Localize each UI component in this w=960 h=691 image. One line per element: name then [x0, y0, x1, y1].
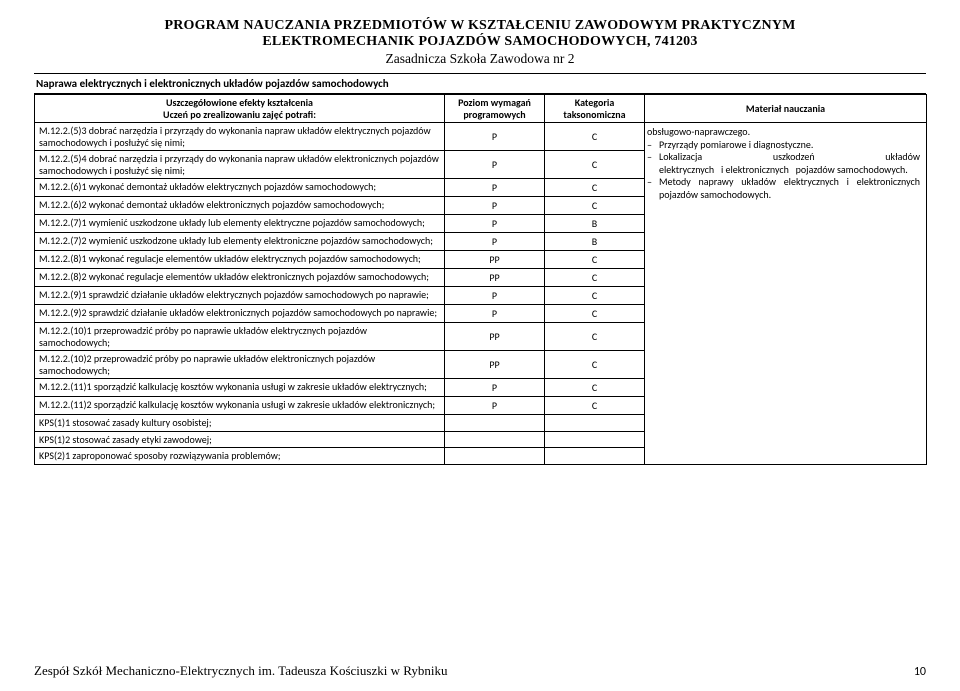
row-desc: KPS(1)2 stosować zasady etyki zawodowej; [35, 431, 445, 448]
row-category [545, 431, 645, 448]
row-level: P [445, 123, 545, 151]
section-title: Naprawa elektrycznych i elektronicznych … [34, 73, 926, 94]
row-desc: M.12.2.(11)2 sporządzić kalkulację koszt… [35, 397, 445, 415]
page-header: PROGRAM NAUCZANIA PRZEDMIOTÓW W KSZTAŁCE… [34, 18, 926, 67]
row-level: PP [445, 323, 545, 351]
row-desc: M.12.2.(6)2 wykonać demontaż układów ele… [35, 197, 445, 215]
col2-l2: programowych [463, 108, 525, 121]
header-line1: PROGRAM NAUCZANIA PRZEDMIOTÓW W KSZTAŁCE… [34, 18, 926, 34]
row-level [445, 431, 545, 448]
materials-item: Metody naprawy układów elektrycznych i e… [647, 176, 920, 201]
row-desc: M.12.2.(8)1 wykonać regulacje elementów … [35, 251, 445, 269]
row-desc: M.12.2.(9)1 sprawdzić działanie układów … [35, 287, 445, 305]
row-category: B [545, 215, 645, 233]
row-desc: M.12.2.(10)1 przeprowadzić próby po napr… [35, 323, 445, 351]
row-desc: KPS(2)1 zaproponować sposoby rozwiązywan… [35, 448, 445, 465]
materials-cont: obsługowo-naprawczego. [647, 126, 920, 139]
row-desc: M.12.2.(7)2 wymienić uszkodzone układy l… [35, 233, 445, 251]
page-number: 10 [914, 665, 926, 679]
col-header-effects: Uszczegółowione efekty kształcenia Uczeń… [35, 95, 445, 123]
row-category: C [545, 397, 645, 415]
row-level: PP [445, 251, 545, 269]
row-category: C [545, 179, 645, 197]
row-level: P [445, 397, 545, 415]
row-level: P [445, 215, 545, 233]
row-level: PP [445, 351, 545, 379]
table-header-row: Uszczegółowione efekty kształcenia Uczeń… [35, 95, 927, 123]
row-category: B [545, 233, 645, 251]
row-category: C [545, 351, 645, 379]
row-category: C [545, 323, 645, 351]
row-desc: M.12.2.(9)2 sprawdzić działanie układów … [35, 305, 445, 323]
col1-l2: Uczeń po zrealizowaniu zajęć potrafi: [163, 108, 316, 121]
footer-left: Zespół Szkół Mechaniczno-Elektrycznych i… [34, 663, 448, 679]
row-level: P [445, 151, 545, 179]
row-level [445, 415, 545, 432]
materials-cell: obsługowo-naprawczego.Przyrządy pomiarow… [645, 123, 927, 465]
row-level: P [445, 305, 545, 323]
header-line3: Zasadnicza Szkoła Zawodowa nr 2 [34, 51, 926, 67]
row-level: P [445, 233, 545, 251]
row-desc: M.12.2.(8)2 wykonać regulacje elementów … [35, 269, 445, 287]
page-footer: Zespół Szkół Mechaniczno-Elektrycznych i… [34, 663, 926, 679]
row-desc: KPS(1)1 stosować zasady kultury osobiste… [35, 415, 445, 432]
col-header-level: Poziom wymagań programowych [445, 95, 545, 123]
row-level [445, 448, 545, 465]
row-category: C [545, 305, 645, 323]
row-level: P [445, 287, 545, 305]
row-category: C [545, 379, 645, 397]
row-category: C [545, 287, 645, 305]
curriculum-table: Uszczegółowione efekty kształcenia Uczeń… [34, 94, 927, 465]
row-category: C [545, 197, 645, 215]
row-level: P [445, 379, 545, 397]
row-desc: M.12.2.(5)3 dobrać narzędzia i przyrządy… [35, 123, 445, 151]
row-category: C [545, 269, 645, 287]
row-desc: M.12.2.(7)1 wymienić uszkodzone układy l… [35, 215, 445, 233]
row-category: C [545, 251, 645, 269]
row-desc: M.12.2.(5)4 dobrać narzędzia i przyrządy… [35, 151, 445, 179]
row-desc: M.12.2.(11)1 sporządzić kalkulację koszt… [35, 379, 445, 397]
row-level: PP [445, 269, 545, 287]
col4-l1: Materiał nauczania [746, 102, 825, 115]
col-header-category: Kategoria taksonomiczna [545, 95, 645, 123]
materials-item: Lokalizacja uszkodzeń układów elektryczn… [647, 151, 920, 176]
row-category [545, 415, 645, 432]
table-row: M.12.2.(5)3 dobrać narzędzia i przyrządy… [35, 123, 927, 151]
row-category: C [545, 151, 645, 179]
row-desc: M.12.2.(6)1 wykonać demontaż układów ele… [35, 179, 445, 197]
row-category: C [545, 123, 645, 151]
row-category [545, 448, 645, 465]
col3-l2: taksonomiczna [563, 108, 625, 121]
row-level: P [445, 197, 545, 215]
row-desc: M.12.2.(10)2 przeprowadzić próby po napr… [35, 351, 445, 379]
col-header-materials: Materiał nauczania [645, 95, 927, 123]
row-level: P [445, 179, 545, 197]
header-line2: ELEKTROMECHANIK POJAZDÓW SAMOCHODOWYCH, … [34, 34, 926, 50]
